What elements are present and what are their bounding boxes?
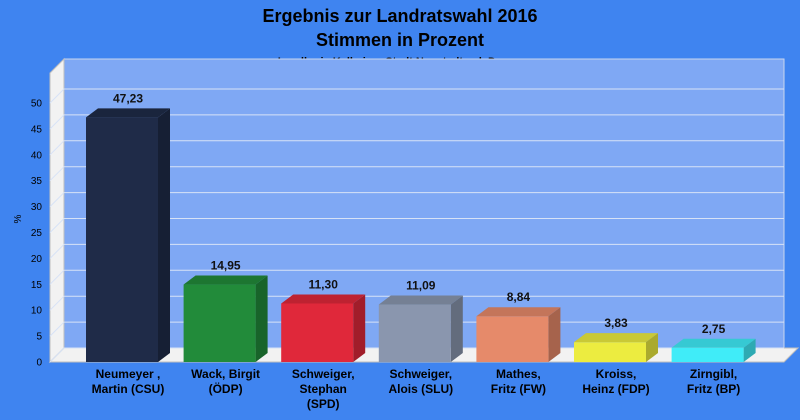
bar bbox=[183, 284, 256, 362]
y-tick-label: 25 bbox=[31, 228, 43, 239]
y-axis-label: % bbox=[13, 214, 24, 223]
chart-title-line2: Stimmen in Prozent bbox=[316, 30, 484, 50]
x-tick-label: Schweiger, bbox=[292, 367, 355, 381]
gridline bbox=[49, 218, 784, 233]
bar bbox=[671, 347, 744, 362]
data-label: 8,84 bbox=[507, 290, 531, 304]
bar bbox=[476, 316, 549, 362]
data-label: 47,23 bbox=[113, 91, 143, 105]
x-tick-label: Schweiger, bbox=[389, 367, 452, 381]
bar-top bbox=[183, 275, 268, 285]
bar bbox=[378, 304, 451, 362]
x-tick-label: Martin (CSU) bbox=[92, 382, 165, 396]
bar bbox=[574, 342, 646, 362]
gridline bbox=[49, 166, 784, 182]
gridline bbox=[49, 140, 784, 156]
bar-top bbox=[476, 307, 561, 317]
y-tick-label: 45 bbox=[31, 124, 43, 135]
x-tick-label: (ÖDP) bbox=[209, 381, 243, 396]
x-tick-label: (SPD) bbox=[307, 397, 340, 411]
y-tick-label: 15 bbox=[31, 280, 43, 291]
bar-side bbox=[743, 338, 756, 362]
data-label: 11,09 bbox=[406, 279, 436, 293]
x-tick-label: Heinz (FDP) bbox=[582, 382, 649, 396]
bar-top bbox=[671, 338, 756, 348]
chart-title: Ergebnis zur Landratswahl 2016 bbox=[262, 6, 537, 26]
gridline bbox=[49, 295, 784, 311]
x-tick-label: Kroiss, bbox=[596, 367, 637, 381]
y-tick-label: 10 bbox=[31, 306, 43, 317]
x-tick-label: Wack, Birgit bbox=[191, 367, 260, 381]
bar-side bbox=[646, 333, 658, 362]
bar bbox=[281, 303, 354, 362]
bar-top bbox=[378, 295, 463, 305]
bar-top bbox=[86, 108, 170, 118]
x-tick-label: Fritz (FW) bbox=[491, 382, 546, 396]
y-tick-label: 20 bbox=[31, 254, 43, 265]
y-tick-label: 40 bbox=[31, 150, 43, 161]
x-tick-label: Alois (SLU) bbox=[388, 382, 453, 396]
x-tick-label: Stephan bbox=[300, 382, 347, 396]
x-tick-label: Zirngibl, bbox=[690, 367, 737, 381]
y-tick-label: 5 bbox=[36, 332, 42, 343]
gridline bbox=[49, 114, 784, 130]
bar-top bbox=[574, 333, 658, 343]
y-tick-label: 30 bbox=[31, 202, 43, 213]
bar-side bbox=[255, 275, 268, 362]
x-tick-label: Mathes, bbox=[496, 367, 541, 381]
y-tick-label: 0 bbox=[36, 358, 42, 369]
bar-side bbox=[353, 294, 366, 362]
gridline bbox=[49, 243, 784, 259]
bar-side bbox=[450, 295, 463, 362]
data-label: 11,30 bbox=[309, 277, 339, 291]
bar-top bbox=[281, 294, 366, 304]
bar-side bbox=[158, 108, 170, 362]
gridline bbox=[49, 192, 784, 207]
bar bbox=[86, 117, 158, 362]
bar-side bbox=[548, 307, 561, 362]
y-tick-label: 35 bbox=[31, 176, 43, 187]
data-label: 14,95 bbox=[211, 259, 241, 273]
plot-left-wall bbox=[49, 57, 65, 364]
y-tick-label: 50 bbox=[31, 99, 43, 110]
x-tick-label: Fritz (BP) bbox=[687, 382, 740, 396]
x-tick-label: Neumeyer , bbox=[96, 367, 161, 381]
gridline bbox=[49, 269, 784, 285]
data-label: 2,75 bbox=[702, 322, 726, 336]
gridline bbox=[49, 88, 784, 104]
data-label: 3,83 bbox=[604, 316, 628, 330]
